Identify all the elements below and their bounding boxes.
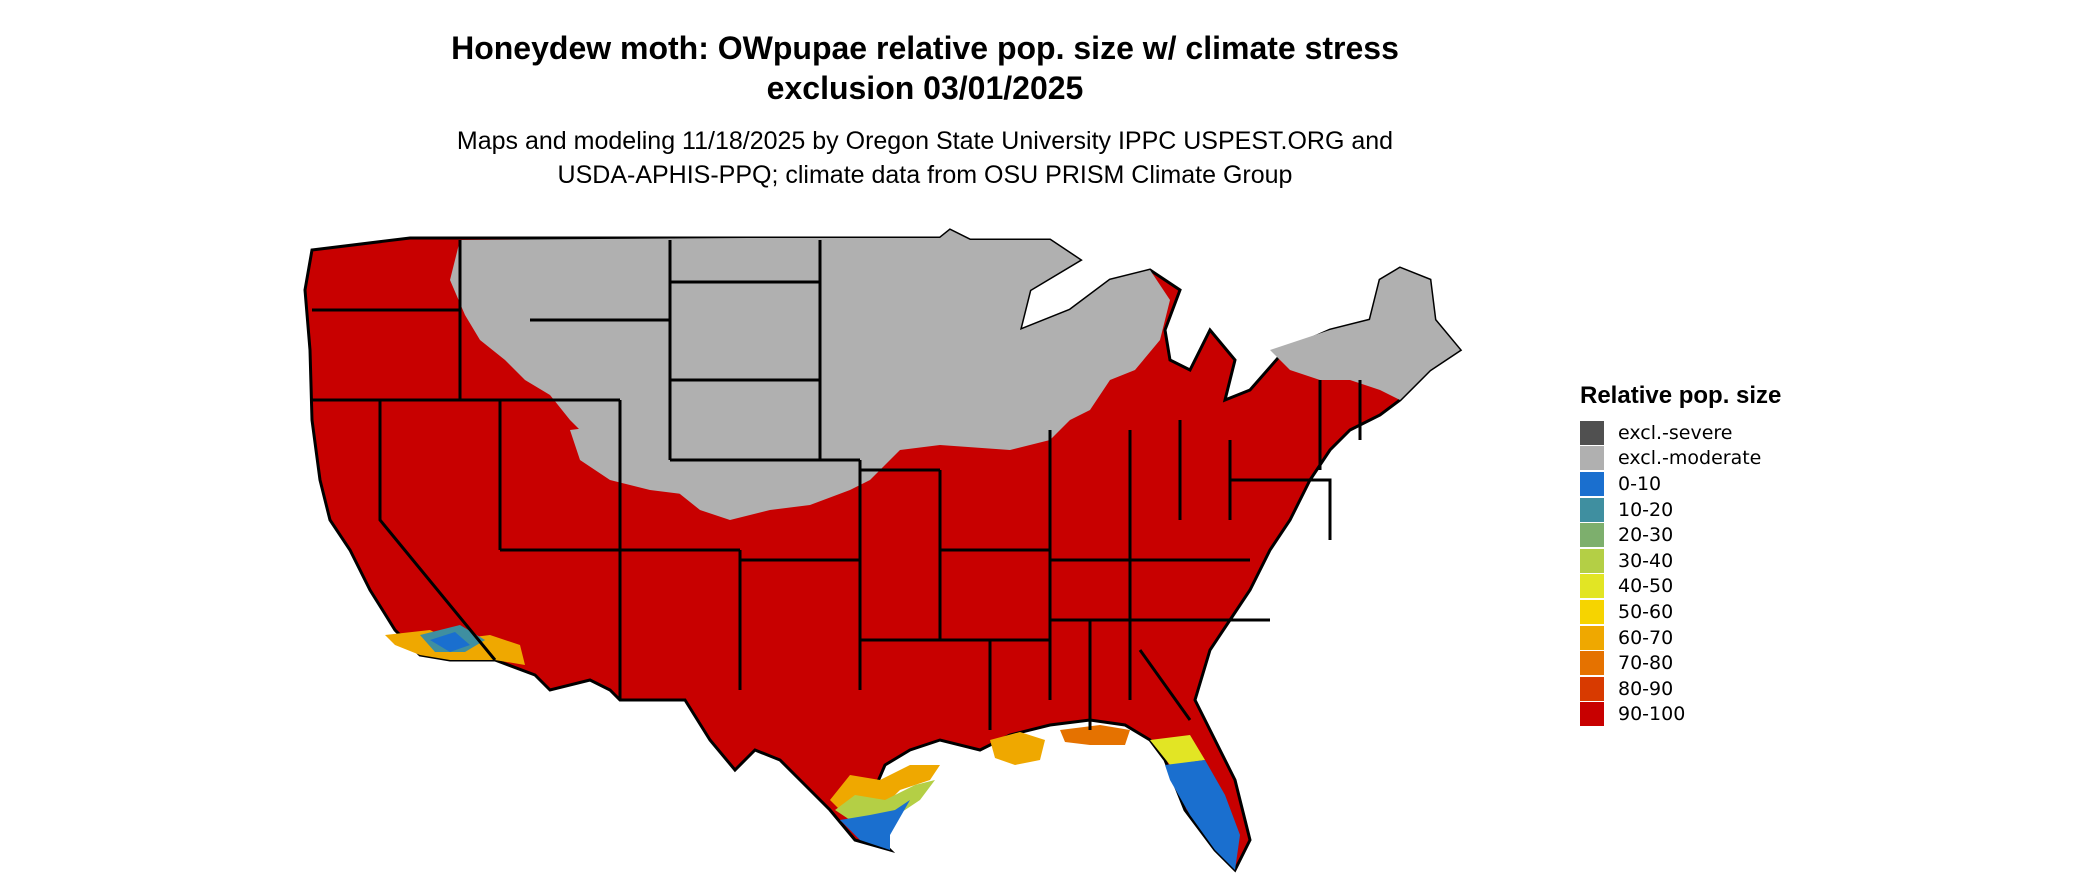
legend-label: 90-100 (1618, 703, 1686, 726)
legend-swatch (1580, 702, 1604, 727)
legend-label: 60-70 (1618, 626, 1674, 649)
legend-label: 50-60 (1618, 600, 1674, 623)
legend-swatch (1580, 548, 1604, 573)
state-borders (310, 240, 1362, 730)
legend-swatch (1580, 497, 1604, 522)
legend-item: excl.-severe (1580, 420, 1781, 446)
legend-swatch (1580, 625, 1604, 650)
legend-item: 50-60 (1580, 599, 1781, 625)
subtitle-line-2: USDA-APHIS-PPQ; climate data from OSU PR… (557, 161, 1293, 189)
texas-coast-blue (840, 800, 910, 850)
title-line-2: exclusion 03/01/2025 (766, 70, 1084, 106)
gulf-coast-orange (1060, 725, 1130, 745)
legend-items: excl.-severe excl.-moderate 0-10 10-20 20-30… (1580, 420, 1781, 727)
legend-swatch (1580, 471, 1604, 496)
legend-label: 0-10 (1618, 472, 1662, 495)
legend-item: 60-70 (1580, 625, 1781, 651)
legend-label: 80-90 (1618, 677, 1674, 700)
legend-item: excl.-moderate (1580, 446, 1781, 472)
southwest-blue (430, 632, 470, 652)
subtitle-line-1: Maps and modeling 11/18/2025 by Oregon S… (456, 127, 1394, 155)
legend-swatch (1580, 599, 1604, 624)
legend: Relative pop. size excl.-severe excl.-mod… (1580, 382, 1781, 727)
legend-swatch (1580, 676, 1604, 701)
legend-label: 70-80 (1618, 652, 1674, 675)
map-title: Honeydew moth: OWpupae relative pop. siz… (0, 28, 1850, 108)
florida-yellow (1150, 735, 1205, 765)
legend-swatch (1580, 523, 1604, 548)
excluded-region-northeast (1270, 268, 1460, 400)
legend-item: 30-40 (1580, 548, 1781, 574)
title-line-1: Honeydew moth: OWpupae relative pop. siz… (451, 30, 1399, 66)
legend-item: 10-20 (1580, 497, 1781, 523)
legend-label: 30-40 (1618, 549, 1674, 572)
legend-label: 40-50 (1618, 575, 1674, 598)
legend-label: excl.-moderate (1618, 447, 1762, 470)
legend-title: Relative pop. size (1580, 382, 1782, 409)
legend-label: 20-30 (1618, 524, 1674, 547)
legend-item: 20-30 (1580, 522, 1781, 548)
legend-item: 90-100 (1580, 702, 1781, 728)
us-map (303, 228, 1463, 873)
florida-blue (1165, 760, 1240, 870)
legend-item: 40-50 (1580, 574, 1781, 600)
legend-item: 0-10 (1580, 471, 1781, 497)
legend-item: 80-90 (1580, 676, 1781, 702)
map-subtitle: Maps and modeling 11/18/2025 by Oregon S… (0, 124, 1850, 192)
legend-swatch (1580, 420, 1604, 445)
excluded-region-colorado (570, 420, 760, 500)
legend-item: 70-80 (1580, 650, 1781, 676)
legend-label: 10-20 (1618, 498, 1674, 521)
legend-swatch (1580, 574, 1604, 599)
louisiana-coast-orange (990, 732, 1045, 765)
legend-label: excl.-severe (1618, 421, 1733, 444)
legend-swatch (1580, 651, 1604, 676)
legend-swatch (1580, 446, 1604, 471)
